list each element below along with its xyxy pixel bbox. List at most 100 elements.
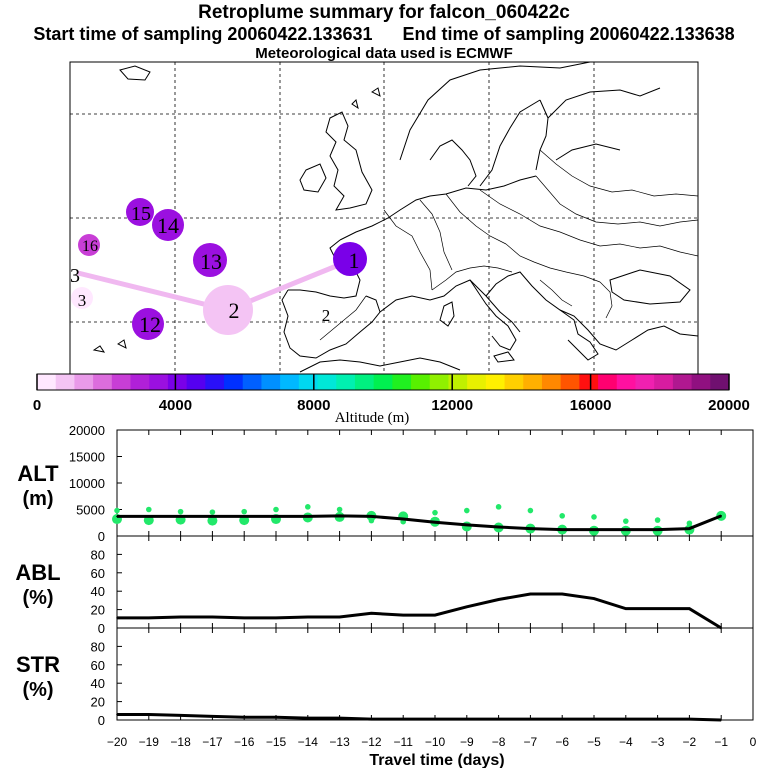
colorbar-cell bbox=[710, 374, 730, 390]
colorbar-cell bbox=[448, 374, 468, 390]
alt-point bbox=[561, 528, 563, 531]
plume-bubble-14 bbox=[152, 209, 184, 241]
bubble-layer bbox=[71, 198, 367, 340]
abl-point bbox=[211, 616, 214, 618]
colorbar-cell bbox=[579, 374, 599, 390]
abl-point bbox=[402, 614, 405, 616]
y-tick-label: 0 bbox=[98, 529, 105, 544]
country-borders bbox=[319, 149, 699, 341]
panel-frame bbox=[116, 627, 754, 721]
bubble-label-12: 12 bbox=[139, 312, 161, 337]
plume-bubble-2 bbox=[203, 285, 253, 335]
alt-point bbox=[307, 515, 309, 518]
map-gridlines bbox=[70, 62, 698, 374]
str-point bbox=[593, 718, 595, 720]
abl-point bbox=[625, 607, 627, 610]
x-tick-label: −2 bbox=[683, 735, 697, 749]
colorbar-cell bbox=[654, 374, 674, 390]
x-tick-label: −8 bbox=[492, 735, 506, 749]
colorbar-cell bbox=[186, 374, 206, 390]
x-tick-label: −4 bbox=[619, 735, 633, 749]
abl-point bbox=[688, 607, 691, 610]
colorbar-cell bbox=[111, 374, 132, 390]
x-tick-label: −1 bbox=[714, 735, 728, 749]
y-tick-label: 80 bbox=[91, 547, 105, 562]
bubble-label-3b: 3 bbox=[70, 265, 80, 287]
y-tick-label: 40 bbox=[91, 584, 105, 599]
altitude-scatter-point bbox=[209, 509, 216, 515]
x-tick-label: −18 bbox=[170, 735, 191, 749]
y-axis-unit: (%) bbox=[22, 679, 53, 701]
y-axis-label: ALT bbox=[17, 461, 59, 486]
panel-str: 80 60 40 20 0 STR(%) bbox=[16, 627, 754, 728]
colorbar-cell bbox=[261, 374, 281, 390]
colorbar-tick-label: 12000 bbox=[431, 397, 473, 414]
x-axis-label: Travel time (days) bbox=[369, 752, 504, 768]
colorbar-cell bbox=[560, 374, 580, 390]
colorbar-cell bbox=[167, 374, 188, 390]
x-tick-label: −12 bbox=[361, 735, 382, 749]
colorbar-cell bbox=[691, 374, 711, 390]
panel-alt: 20000 15000 10000 5000 0 ALT(m) bbox=[17, 423, 754, 544]
str-point bbox=[625, 718, 627, 720]
y-tick-label: 80 bbox=[91, 639, 105, 654]
str-point bbox=[497, 718, 500, 720]
colorbar-cell bbox=[616, 374, 636, 390]
colorbar-cells bbox=[37, 374, 730, 390]
str-point bbox=[402, 718, 405, 720]
x-tick-label: −20 bbox=[107, 735, 128, 749]
colorbar-cell bbox=[93, 374, 113, 390]
sampling-times: Start time of sampling 20060422.133631 E… bbox=[33, 24, 735, 44]
y-axis-label: ABL bbox=[15, 560, 60, 585]
colorbar-cell bbox=[55, 374, 75, 390]
abl-point bbox=[307, 616, 309, 618]
altitude-scatter-point bbox=[273, 506, 279, 513]
chart-title: Retroplume summary for falcon_060422c bbox=[198, 2, 570, 23]
colorbar-cell bbox=[635, 374, 655, 390]
x-tick-label: −10 bbox=[425, 735, 446, 749]
x-tick-label: 0 bbox=[750, 735, 757, 749]
bubble-label-14: 14 bbox=[157, 213, 179, 238]
panel-abl: 80 60 40 20 0 ABL(%) bbox=[15, 535, 754, 636]
map-panel: 1 2 2 3 3 12 13 14 15 16 bbox=[69, 61, 699, 375]
plume-bubble-13 bbox=[193, 243, 227, 277]
bubble-label-3: 3 bbox=[78, 291, 87, 310]
str-point bbox=[275, 716, 277, 719]
y-tick-label: 5000 bbox=[76, 503, 105, 518]
x-tick-label: −15 bbox=[266, 735, 287, 749]
x-tick-label: −14 bbox=[298, 735, 319, 749]
y-axis-unit: (%) bbox=[22, 587, 53, 609]
alt-point bbox=[370, 515, 373, 518]
alt-series-line bbox=[117, 514, 722, 532]
x-tick-label: −5 bbox=[587, 735, 601, 749]
str-point bbox=[561, 718, 563, 720]
alt-point bbox=[434, 521, 436, 524]
str-point bbox=[338, 717, 341, 719]
alt-point bbox=[116, 515, 118, 518]
y-tick-label: 0 bbox=[98, 621, 105, 636]
colorbar-cell bbox=[523, 374, 543, 390]
str-point bbox=[370, 718, 373, 720]
abl-point bbox=[529, 593, 532, 595]
bubble-label-2b: 2 bbox=[322, 306, 331, 325]
altitude-scatter-point bbox=[686, 520, 693, 527]
y-axis-label: STR bbox=[16, 652, 60, 677]
y-tick-label: 10000 bbox=[69, 476, 105, 491]
colorbar-cell bbox=[354, 374, 375, 390]
colorbar-cell bbox=[224, 374, 244, 390]
colorbar-cell bbox=[280, 374, 300, 390]
altitude-scatter-point bbox=[336, 506, 343, 513]
colorbar-tick-label: 16000 bbox=[570, 397, 612, 414]
colorbar-cell bbox=[298, 374, 319, 390]
x-tick-label: −17 bbox=[202, 735, 223, 749]
abl-point bbox=[561, 593, 563, 595]
altitude-colorbar: 0 4000 8000 12000 16000 20000 Altitude (m) bbox=[33, 373, 750, 426]
x-tick-label: −11 bbox=[393, 735, 413, 749]
colorbar-cell bbox=[672, 374, 693, 390]
colorbar-cell bbox=[74, 374, 94, 390]
str-point bbox=[434, 718, 436, 720]
alt-point bbox=[656, 528, 659, 531]
altitude-scatter-point bbox=[305, 504, 311, 510]
alt-point bbox=[148, 515, 150, 518]
colorbar-cell bbox=[242, 374, 262, 390]
